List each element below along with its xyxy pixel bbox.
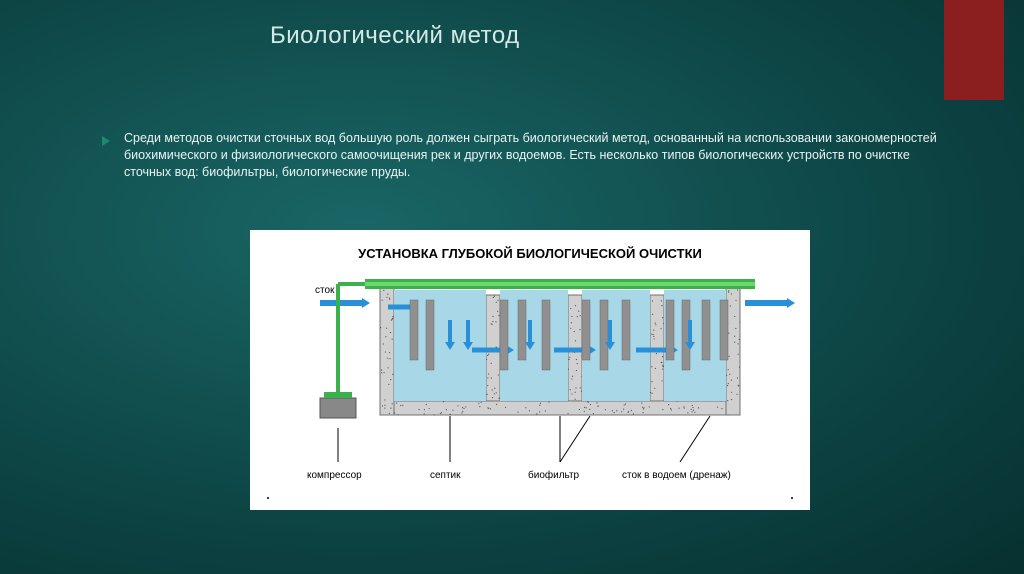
bullet-arrow-icon <box>100 134 112 181</box>
svg-text:сток в водоем (дренаж): сток в водоем (дренаж) <box>622 470 731 481</box>
svg-text:компрессор: компрессор <box>307 470 362 481</box>
svg-text:сток: сток <box>315 285 335 296</box>
svg-text:УСТАНОВКА ГЛУБОКОЙ БИОЛОГИЧЕСК: УСТАНОВКА ГЛУБОКОЙ БИОЛОГИЧЕСКОЙ ОЧИСТКИ <box>358 246 702 261</box>
body-bullet: Среди методов очистки сточных вод большу… <box>100 130 940 181</box>
accent-bar <box>944 0 1004 100</box>
page-title: Биологический метод <box>270 22 520 50</box>
diagram: УСТАНОВКА ГЛУБОКОЙ БИОЛОГИЧЕСКОЙ ОЧИСТКИ… <box>250 230 810 510</box>
svg-text:септик: септик <box>430 470 461 481</box>
body-text: Среди методов очистки сточных вод большу… <box>124 130 940 181</box>
svg-text:биофильтр: биофильтр <box>528 469 580 481</box>
